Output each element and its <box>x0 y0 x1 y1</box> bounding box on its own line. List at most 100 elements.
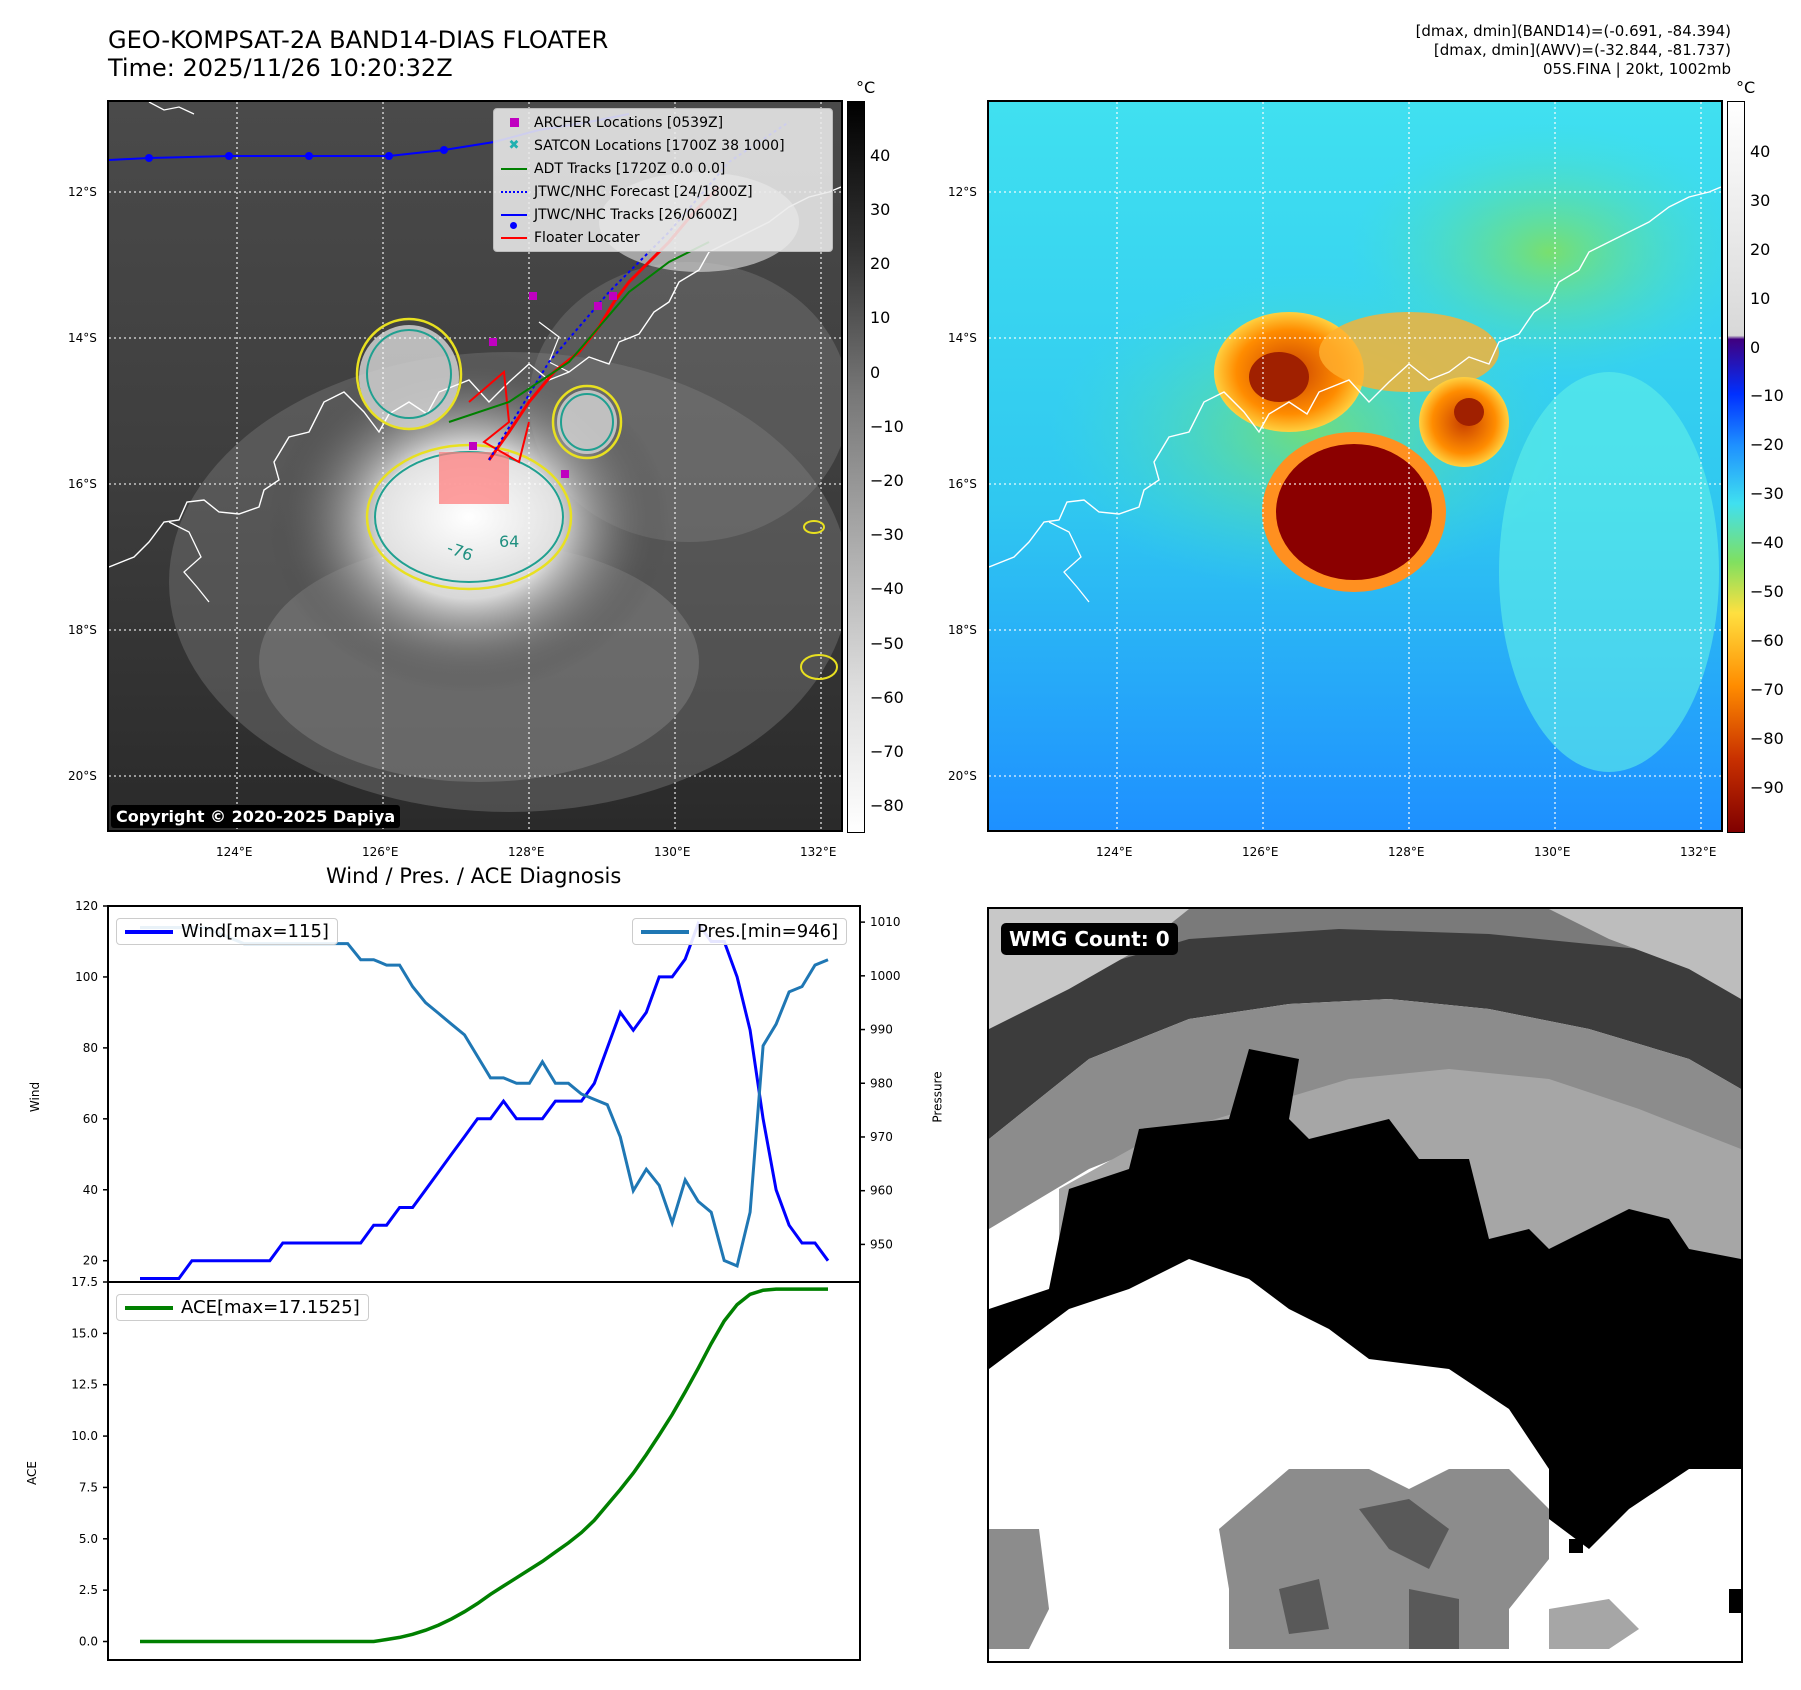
lat-tick: 12°S <box>68 185 97 199</box>
wind-legend: Wind[max=115] <box>116 918 338 945</box>
legend-tracks: JTWC/NHC Tracks [26/0600Z] <box>494 203 832 229</box>
lon-tick: 132°E <box>1680 845 1717 859</box>
lat-tick: 18°S <box>68 623 97 637</box>
diagnosis-title: Wind / Pres. / ACE Diagnosis <box>326 864 622 888</box>
cb-tick: 20 <box>1750 240 1771 259</box>
cb-tick: −30 <box>870 525 904 544</box>
cb-tick: −50 <box>870 634 904 653</box>
cb-tick: −50 <box>1750 582 1784 601</box>
lat-tick: 20°S <box>68 769 97 783</box>
chart-title: GEO-KOMPSAT-2A BAND14-DIAS FLOATER Time:… <box>108 26 608 82</box>
cb-tick: −80 <box>870 796 904 815</box>
line-icon <box>494 236 534 239</box>
legend-forecast: JTWC/NHC Forecast [24/1800Z] <box>494 180 832 203</box>
info-line-1: [dmax, dmin](BAND14)=(-0.691, -84.394) <box>1415 22 1731 40</box>
wind-tick-label: 60 <box>83 1112 98 1126</box>
cb-tick: −40 <box>870 579 904 598</box>
wmg-image <box>989 909 1741 1661</box>
lat-tick: 20°S <box>948 769 977 783</box>
ace-plot <box>140 1287 828 1644</box>
wmg-count-label: WMG Count: 0 <box>1001 923 1178 955</box>
pressure-tick-label: 980 <box>870 1076 893 1090</box>
pressure-tick-label: 950 <box>870 1237 893 1251</box>
legend-adt: ADT Tracks [1720Z 0.0 0.0] <box>494 157 832 180</box>
cb-tick: 10 <box>1750 289 1771 308</box>
ir-colorbar <box>847 101 865 833</box>
wind-pressure-axes: 20 40 60 80 100 120 950 960 970 980 990 1000 1010 <box>75 899 901 1283</box>
lat-tick: 14°S <box>948 331 977 345</box>
ace-tick-label: 7.5 <box>79 1480 98 1494</box>
ace-tick-label: 2.5 <box>79 1583 98 1597</box>
lon-tick: 128°E <box>1388 845 1425 859</box>
lon-tick: 126°E <box>1242 845 1279 859</box>
diagnosis-charts: 20 40 60 80 100 120 950 960 970 980 990 1000 1010 0.… <box>71 899 901 1661</box>
cb-tick: 0 <box>1750 338 1761 357</box>
pressure-tick-label: 960 <box>870 1184 893 1198</box>
lon-tick: 128°E <box>508 845 545 859</box>
line-icon <box>125 929 173 934</box>
line-dot-icon <box>494 213 534 229</box>
cb-tick: 20 <box>870 254 891 273</box>
cb-tick: −40 <box>1750 533 1784 552</box>
ace-series-line <box>140 1287 828 1644</box>
pressure-tick-label: 1000 <box>870 969 901 983</box>
ace-legend: ACE[max=17.1525] <box>116 1294 369 1321</box>
wind-tick-label: 120 <box>75 899 98 913</box>
lat-tick: 18°S <box>948 623 977 637</box>
ace-axes: 0.0 2.5 5.0 7.5 10.0 12.5 15.0 17.5 <box>71 1275 861 1661</box>
line-icon <box>641 929 689 934</box>
ace-tick-label: 5.0 <box>79 1532 98 1546</box>
cb-tick: −60 <box>870 688 904 707</box>
pressure-legend: Pres.[min=946] <box>632 918 848 945</box>
cb-tick: 30 <box>1750 191 1771 210</box>
color-ir-map-image <box>989 102 1721 830</box>
cb-tick: 40 <box>870 146 891 165</box>
cb-tick: −90 <box>1750 778 1784 797</box>
wind-tick-label: 100 <box>75 970 98 984</box>
lon-tick: 132°E <box>800 845 837 859</box>
wind-tick-label: 80 <box>83 1041 98 1055</box>
info-header: [dmax, dmin](BAND14)=(-0.691, -84.394) [… <box>1416 22 1731 79</box>
map-legend: ARCHER Locations [0539Z] ✖ SATCON Locati… <box>493 108 833 252</box>
ace-tick-label: 17.5 <box>71 1275 98 1289</box>
lon-tick: 124°E <box>1096 845 1133 859</box>
line-icon <box>494 167 534 170</box>
lon-tick: 126°E <box>362 845 399 859</box>
contour-label-64: 64 <box>499 532 520 551</box>
ace-frame <box>107 1281 861 1661</box>
ace-tick-label: 15.0 <box>71 1326 98 1340</box>
cb-tick: 0 <box>870 363 881 382</box>
lon-tick: 124°E <box>216 845 253 859</box>
colorbar-unit: °C <box>856 78 876 97</box>
lat-tick: 16°S <box>948 477 977 491</box>
legend-floater: Floater Locater <box>494 226 832 249</box>
cb-tick: −60 <box>1750 631 1784 650</box>
info-line-3: 05S.FINA | 20kt, 1002mb <box>1543 60 1731 78</box>
cb-tick: 30 <box>870 200 891 219</box>
wind-tick-label: 40 <box>83 1183 98 1197</box>
wind-series-line <box>140 920 830 1280</box>
line-icon <box>125 1305 173 1310</box>
wmg-panel: WMG Count: 0 <box>987 907 1743 1663</box>
square-marker-icon <box>494 118 534 127</box>
color-colorbar <box>1727 101 1745 833</box>
lat-tick: 12°S <box>948 185 977 199</box>
cb-tick: −10 <box>870 417 904 436</box>
pressure-tick-label: 990 <box>870 1023 893 1037</box>
lon-tick: 130°E <box>654 845 691 859</box>
cb-tick: −20 <box>1750 435 1784 454</box>
cb-tick: −10 <box>1750 386 1784 405</box>
ace-tick-label: 10.0 <box>71 1429 98 1443</box>
cb-tick: −20 <box>870 471 904 490</box>
cb-tick: 10 <box>870 308 891 327</box>
cb-tick: −70 <box>870 742 904 761</box>
cb-tick: −30 <box>1750 484 1784 503</box>
ir-map-panel: ARCHER Locations [0539Z] ✖ SATCON Locati… <box>107 100 843 832</box>
x-marker-icon: ✖ <box>508 138 520 153</box>
wind-tick-label: 20 <box>83 1254 98 1268</box>
lon-tick: 130°E <box>1534 845 1571 859</box>
copyright-label: Copyright © 2020-2025 Dapiya <box>111 805 401 828</box>
pressure-tick-label: 1010 <box>870 915 901 929</box>
title-line-2: Time: 2025/11/26 10:20:32Z <box>108 54 453 82</box>
cb-tick: −70 <box>1750 680 1784 699</box>
